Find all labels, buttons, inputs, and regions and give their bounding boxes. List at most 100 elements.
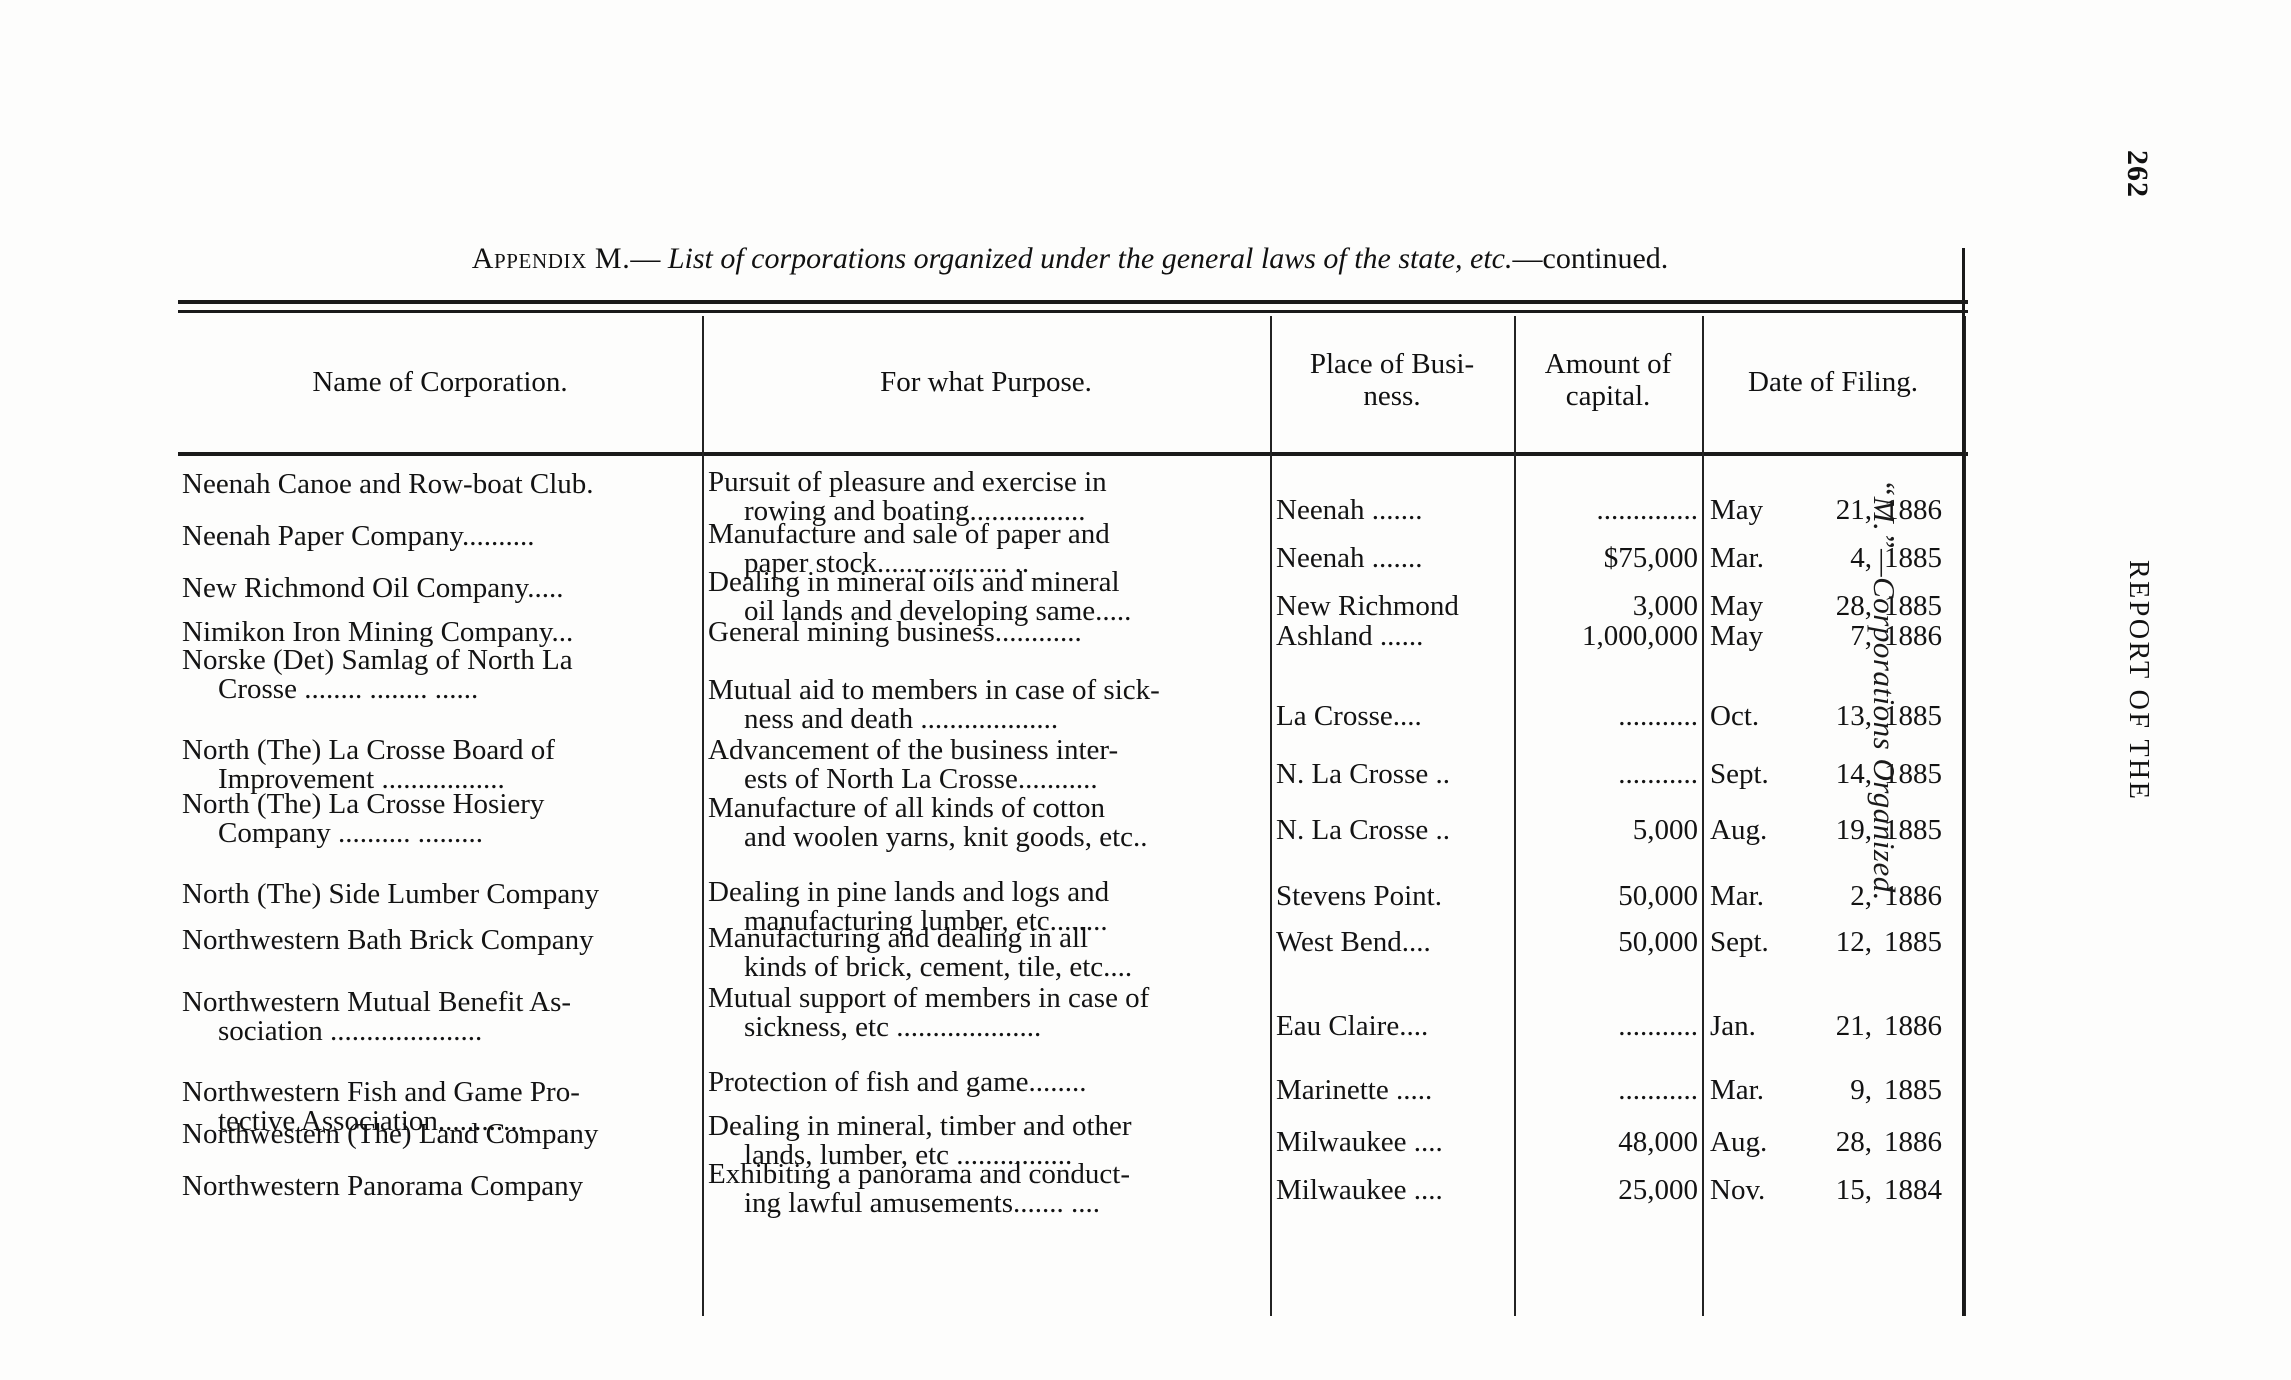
- date-day: 2,: [1850, 880, 1872, 912]
- date-month: Sept.: [1710, 926, 1769, 958]
- cell-place-of-business: Neenah .......: [1276, 494, 1423, 526]
- purpose-line: manufacturing lumber, etc........: [744, 905, 1108, 937]
- cell-corporation-name: Neenah Paper Company..........: [182, 522, 698, 551]
- corporation-name-line: New Richmond Oil Company.....: [182, 572, 564, 604]
- date-day: 12,: [1835, 926, 1872, 958]
- corporation-name-line: Company .......... .........: [218, 817, 484, 849]
- cell-corporation-name: Northwestern (The) Land Company: [182, 1120, 698, 1149]
- corporation-name-line: Northwestern Bath Brick Company: [182, 924, 594, 956]
- date-month: Sept.: [1710, 758, 1769, 790]
- cell-place-of-business: Milwaukee ....: [1276, 1126, 1443, 1158]
- column-header-date: Date of Filing.: [1748, 366, 1918, 398]
- cell-date-of-filing: May 21, 1886: [1710, 496, 1960, 525]
- page-number: 262: [2121, 150, 2154, 198]
- cell-amount-of-capital: 50,000: [1618, 880, 1698, 912]
- corporation-name-line: Northwestern (The) Land Company: [182, 1118, 599, 1150]
- cell-corporation-name: North (The) Side Lumber Company: [182, 880, 698, 909]
- date-month: Mar.: [1710, 880, 1764, 912]
- caption-continued: —continued.: [1512, 242, 1669, 275]
- corporation-name-line: Neenah Canoe and Row-boat Club.: [182, 468, 594, 500]
- cell-purpose: General mining business............: [708, 618, 1266, 647]
- purpose-line: oil lands and developing same.....: [744, 595, 1132, 627]
- cell-date-of-filing: Sept. 14, 1885: [1710, 760, 1960, 789]
- date-day: 28,: [1835, 590, 1872, 622]
- date-day: 19,: [1835, 814, 1872, 846]
- table-header-row: Name of Corporation. For what Purpose. P…: [178, 322, 1968, 450]
- cell-place-of-business: Stevens Point.: [1276, 880, 1442, 912]
- cell-corporation-name: New Richmond Oil Company.....: [182, 574, 698, 603]
- purpose-line: Manufacture of all kinds of cotton: [708, 792, 1106, 824]
- cell-amount-of-capital: ...........: [1618, 1010, 1698, 1042]
- cell-date-of-filing: Mar. 9, 1885: [1710, 1076, 1960, 1105]
- cell-amount-of-capital: 3,000: [1632, 590, 1698, 622]
- cell-date-of-filing: Nov. 15, 1884: [1710, 1176, 1960, 1205]
- cell-amount-of-capital: 5,000: [1632, 814, 1698, 846]
- cell-purpose: Manufacturing and dealing in all kinds of…: [708, 924, 1266, 982]
- cell-date-of-filing: Aug. 28, 1886: [1710, 1128, 1960, 1157]
- date-day: 9,: [1850, 1074, 1872, 1106]
- appendix-caption: Appendix M.— List of corporations organi…: [170, 242, 1970, 276]
- table-top-rule-inner: [178, 310, 1968, 313]
- column-divider-purpose-place: [1270, 316, 1272, 1316]
- column-header-name: Name of Corporation.: [312, 366, 568, 398]
- cell-date-of-filing: Sept. 12, 1885: [1710, 928, 1960, 957]
- date-day: 28,: [1835, 1126, 1872, 1158]
- table-header-rule: [178, 452, 1968, 456]
- column-header-place: Place of Busi- ness.: [1270, 348, 1514, 413]
- date-month: Aug.: [1710, 1126, 1768, 1158]
- cell-place-of-business: Ashland ......: [1276, 620, 1424, 652]
- date-month: May: [1710, 494, 1764, 526]
- date-month: Aug.: [1710, 814, 1768, 846]
- cell-purpose: Dealing in mineral oils and mineral oil l…: [708, 568, 1266, 626]
- corporation-name-line: tective Association............: [218, 1105, 525, 1137]
- cell-place-of-business: Eau Claire....: [1276, 1010, 1429, 1042]
- cell-amount-of-capital: $75,000: [1603, 542, 1698, 574]
- cell-amount-of-capital: ...........: [1618, 1074, 1698, 1106]
- purpose-line: Exhibiting a panorama and conduct-: [708, 1158, 1130, 1190]
- corporation-name-line: Improvement .................: [218, 763, 505, 795]
- table-body: Neenah Canoe and Row-boat Club. Pursuit o…: [178, 460, 1968, 1316]
- date-year: 1885: [1884, 1074, 1942, 1106]
- purpose-line: Protection of fish and game........: [708, 1066, 1087, 1098]
- date-year: 1886: [1884, 620, 1942, 652]
- cell-place-of-business: La Crosse....: [1276, 700, 1422, 732]
- purpose-line: Mutual support of members in case of: [708, 982, 1150, 1014]
- cell-corporation-name: Norske (Det) Samlag of North La Crosse ..…: [182, 646, 698, 704]
- cell-corporation-name: Northwestern Panorama Company: [182, 1172, 698, 1201]
- purpose-line: ing lawful amusements....... ....: [744, 1187, 1101, 1219]
- date-month: May: [1710, 590, 1764, 622]
- date-year: 1886: [1884, 1126, 1942, 1158]
- cell-place-of-business: Marinette .....: [1276, 1074, 1433, 1106]
- purpose-line: Manufacture and sale of paper and: [708, 518, 1110, 550]
- purpose-line: Advancement of the business inter-: [708, 734, 1119, 766]
- purpose-line: sickness, etc ....................: [744, 1011, 1042, 1043]
- purpose-line: lands, lumber, etc ................: [744, 1139, 1073, 1171]
- date-day: 14,: [1835, 758, 1872, 790]
- cell-date-of-filing: Oct. 13, 1885: [1710, 702, 1960, 731]
- date-year: 1885: [1884, 590, 1942, 622]
- date-month: Oct.: [1710, 700, 1760, 732]
- date-month: Nov.: [1710, 1174, 1766, 1206]
- corporation-name-line: Northwestern Panorama Company: [182, 1170, 584, 1202]
- date-year: 1886: [1884, 880, 1942, 912]
- purpose-line: Mutual aid to members in case of sick-: [708, 674, 1160, 706]
- running-head-report: REPORT OF THE: [2123, 560, 2154, 802]
- column-header-place-line2: ness.: [1363, 380, 1421, 413]
- date-day: 4,: [1850, 542, 1872, 574]
- cell-place-of-business: West Bend....: [1276, 926, 1431, 958]
- purpose-line: Dealing in mineral, timber and other: [708, 1110, 1132, 1142]
- column-header-place-line1: Place of Busi-: [1309, 348, 1475, 380]
- caption-dash: —: [630, 242, 668, 275]
- date-year: 1885: [1884, 814, 1942, 846]
- date-year: 1885: [1884, 700, 1942, 732]
- corporation-name-line: Nimikon Iron Mining Company...: [182, 616, 574, 648]
- cell-corporation-name: North (The) La Crosse Board of Improvemen…: [182, 736, 698, 794]
- corporation-name-line: Norske (Det) Samlag of North La: [182, 644, 573, 676]
- cell-purpose: Exhibiting a panorama and conduct-ing la…: [708, 1160, 1266, 1218]
- cell-place-of-business: Neenah .......: [1276, 542, 1423, 574]
- date-year: 1885: [1884, 758, 1942, 790]
- cell-date-of-filing: Mar. 4, 1885: [1710, 544, 1960, 573]
- corporation-name-line: Neenah Paper Company..........: [182, 520, 535, 552]
- purpose-line: ests of North La Crosse...........: [744, 763, 1098, 795]
